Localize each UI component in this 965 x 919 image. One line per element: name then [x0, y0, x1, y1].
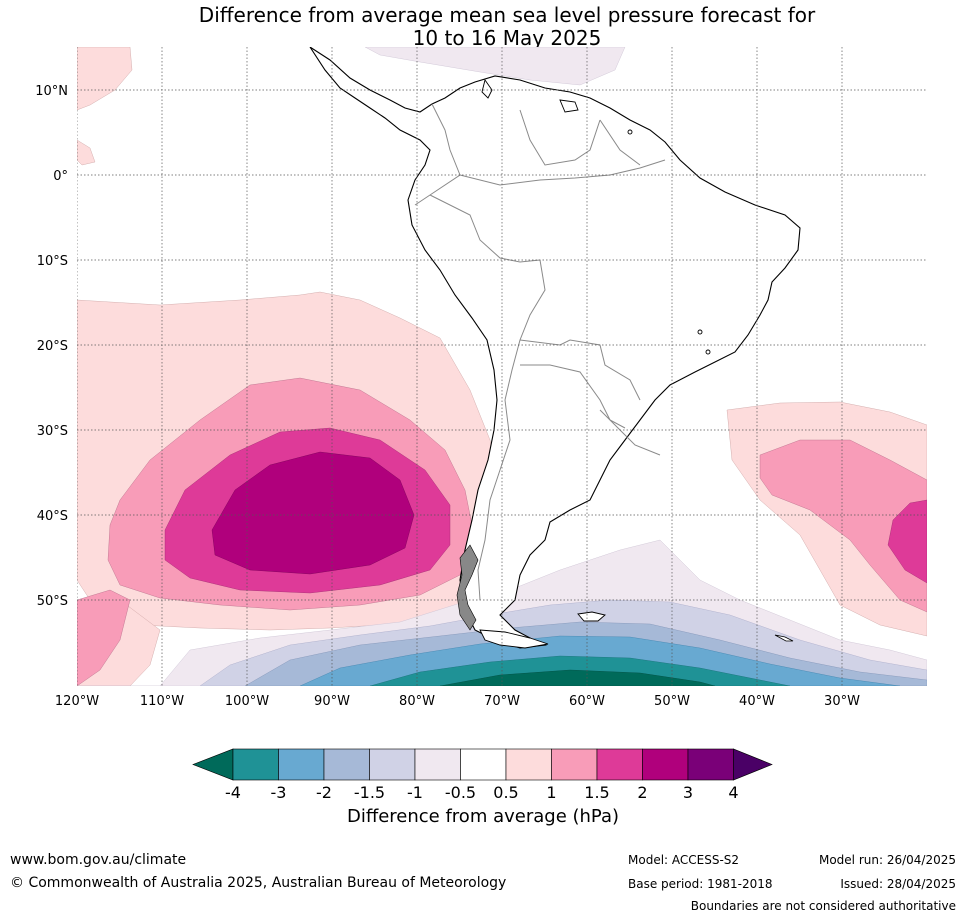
- colorbar-extend-high: [733, 748, 773, 781]
- colorbar-tick-label: 1.5: [584, 783, 609, 802]
- colorbar: -4 -3 -2 -1.5 -1 -0.5 0.5 1 1.5 2 3 4: [192, 748, 773, 802]
- colorbar-swatch: [414, 748, 461, 781]
- graticule: [77, 47, 927, 686]
- anomaly-neg-caribbean: [364, 47, 626, 86]
- colorbar-tick-label: -1: [407, 783, 423, 802]
- colorbar-tick-label: -4: [225, 783, 241, 802]
- anomaly-1.5-2-atlantic: [887, 499, 927, 584]
- footer-model: Model: ACCESS-S2: [628, 853, 740, 867]
- lon-label: 80°W: [399, 694, 435, 709]
- lat-label: 40°S: [37, 509, 68, 524]
- colorbar-tick-label: -3: [271, 783, 287, 802]
- footer-issued: Issued: 28/04/2025: [840, 877, 956, 891]
- lon-label: 70°W: [484, 694, 520, 709]
- lat-label: 20°S: [37, 339, 68, 354]
- colorbar-swatch: [642, 748, 689, 781]
- title-line-2: 10 to 16 May 2025: [412, 26, 602, 50]
- caribbean-islands: [481, 78, 711, 355]
- lon-label: 100°W: [225, 694, 269, 709]
- title-line-1: Difference from average mean sea level p…: [198, 3, 816, 27]
- colorbar-tick-label: 0.5: [493, 783, 518, 802]
- latitude-labels: 10°N 0° 10°S 20°S 30°S 40°S 50°S: [35, 84, 68, 609]
- colorbar-swatch: [687, 748, 734, 781]
- country-boundaries: [414, 103, 666, 601]
- colorbar-swatch: [505, 748, 552, 781]
- tierra-del-fuego: [479, 629, 549, 649]
- lon-label: 110°W: [140, 694, 184, 709]
- colorbar-swatch: [278, 748, 325, 781]
- colorbar-swatch: [369, 748, 416, 781]
- lon-label: 60°W: [569, 694, 605, 709]
- colorbar-extend-low: [192, 748, 234, 781]
- lon-label: 120°W: [55, 694, 99, 709]
- colorbar-swatch: [232, 748, 279, 781]
- colorbar-tick-label: 1: [546, 783, 556, 802]
- longitude-labels: 120°W 110°W 100°W 90°W 80°W 70°W 60°W 50°W 40°W 3…: [55, 694, 860, 709]
- map-title: Difference from average mean sea level p…: [77, 4, 937, 50]
- lat-label: 10°S: [37, 254, 68, 269]
- colorbar-swatch: [323, 748, 370, 781]
- anomaly-neg-4: [439, 669, 716, 686]
- lon-label: 40°W: [739, 694, 775, 709]
- lat-label: 30°S: [37, 424, 68, 439]
- lon-label: 50°W: [654, 694, 690, 709]
- colorbar-tick-label: 4: [728, 783, 738, 802]
- colorbar-tick-label: -2: [316, 783, 332, 802]
- footer-disclaimer: Boundaries are not considered authoritat…: [690, 899, 956, 913]
- map-area: [77, 47, 927, 686]
- anomaly-0.5-1-north: [77, 47, 133, 111]
- lat-label: 50°S: [37, 594, 68, 609]
- colorbar-swatch: [460, 748, 507, 781]
- colorbar-tick-label: -1.5: [354, 783, 385, 802]
- lon-label: 30°W: [824, 694, 860, 709]
- footer-copyright: © Commonwealth of Australia 2025, Austra…: [10, 875, 507, 891]
- colorbar-swatch: [551, 748, 598, 781]
- lon-label: 90°W: [314, 694, 350, 709]
- footer-website: www.bom.gov.au/climate: [10, 852, 187, 868]
- colorbar-label: Difference from average (hPa): [346, 806, 620, 827]
- lat-label: 0°: [53, 169, 68, 184]
- falkland-islands: [577, 611, 606, 622]
- colorbar-tick-label: 3: [683, 783, 693, 802]
- anomaly-1-1.5-pacific-edge: [77, 589, 131, 686]
- colorbar-tick-label: 2: [637, 783, 647, 802]
- colorbar-swatch: [596, 748, 643, 781]
- colorbar-tick-label: -0.5: [445, 783, 476, 802]
- south-georgia: [774, 634, 794, 642]
- footer-base-period: Base period: 1981-2018: [628, 877, 773, 891]
- footer-model-run: Model run: 26/04/2025: [818, 853, 956, 867]
- chile-fjords: [456, 544, 479, 631]
- anomaly-0.5-1-north-small: [77, 139, 96, 166]
- lat-label: 10°N: [35, 84, 68, 99]
